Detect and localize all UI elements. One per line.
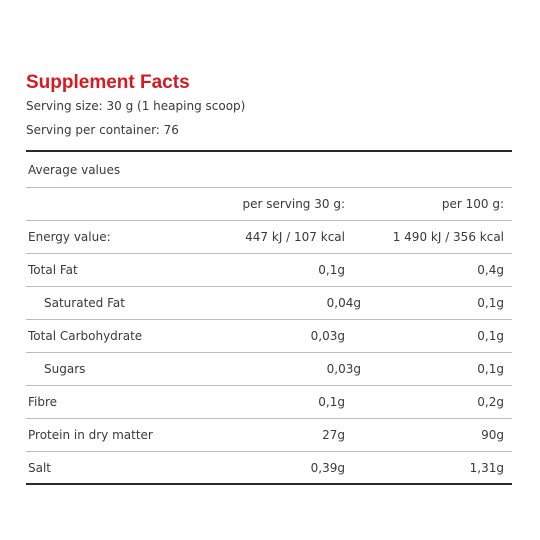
per-serving-value: 0,1g (238, 263, 345, 277)
nutrient-label: Salt (26, 461, 238, 475)
column-header-row: per serving 30 g: per 100 g: (26, 188, 512, 221)
nutrient-label: Saturated Fat (26, 296, 254, 310)
nutrient-label: Total Fat (26, 263, 238, 277)
per-100g-value: 0,1g (361, 362, 512, 376)
per-serving-value: 0,1g (238, 395, 345, 409)
per-100g-value: 0,2g (345, 395, 512, 409)
nutrient-row-fibre: Fibre 0,1g 0,2g (26, 386, 512, 419)
per-100g-header: per 100 g: (345, 197, 512, 211)
per-serving-value: 0,39g (238, 461, 345, 475)
per-serving-value: 0,03g (254, 362, 361, 376)
per-100g-value: 90g (345, 428, 512, 442)
per-100g-value: 0,4g (345, 263, 512, 277)
nutrient-row-total-carbohydrate: Total Carbohydrate 0,03g 0,1g (26, 320, 512, 353)
per-serving-value: 447 kJ / 107 kcal (238, 230, 345, 244)
per-serving-value: 0,03g (238, 329, 345, 343)
serving-size: Serving size: 30 g (1 heaping scoop) (26, 94, 512, 118)
per-100g-value: 0,1g (361, 296, 512, 310)
facts-title: Supplement Facts (26, 72, 512, 94)
nutrient-row-energy: Energy value: 447 kJ / 107 kcal 1 490 kJ… (26, 221, 512, 254)
per-serving-header: per serving 30 g: (238, 197, 345, 211)
per-100g-value: 0,1g (345, 329, 512, 343)
nutrient-label: Protein in dry matter (26, 428, 238, 442)
average-values-label: Average values (26, 163, 238, 177)
nutrient-row-saturated-fat: Saturated Fat 0,04g 0,1g (26, 287, 512, 320)
per-100g-value: 1 490 kJ / 356 kcal (345, 230, 512, 244)
average-values-row: Average values (26, 152, 512, 188)
nutrient-label: Sugars (26, 362, 254, 376)
nutrient-label: Fibre (26, 395, 238, 409)
nutrient-label: Total Carbohydrate (26, 329, 238, 343)
nutrient-row-salt: Salt 0,39g 1,31g (26, 452, 512, 485)
per-serving-value: 27g (238, 428, 345, 442)
per-serving-value: 0,04g (254, 296, 361, 310)
servings-per-container: Serving per container: 76 (26, 118, 512, 142)
nutrient-row-sugars: Sugars 0,03g 0,1g (26, 353, 512, 386)
per-100g-value: 1,31g (345, 461, 512, 475)
nutrient-row-total-fat: Total Fat 0,1g 0,4g (26, 254, 512, 287)
supplement-facts-panel: Supplement Facts Serving size: 30 g (1 h… (26, 72, 512, 485)
nutrient-label: Energy value: (26, 230, 238, 244)
nutrient-row-protein: Protein in dry matter 27g 90g (26, 419, 512, 452)
